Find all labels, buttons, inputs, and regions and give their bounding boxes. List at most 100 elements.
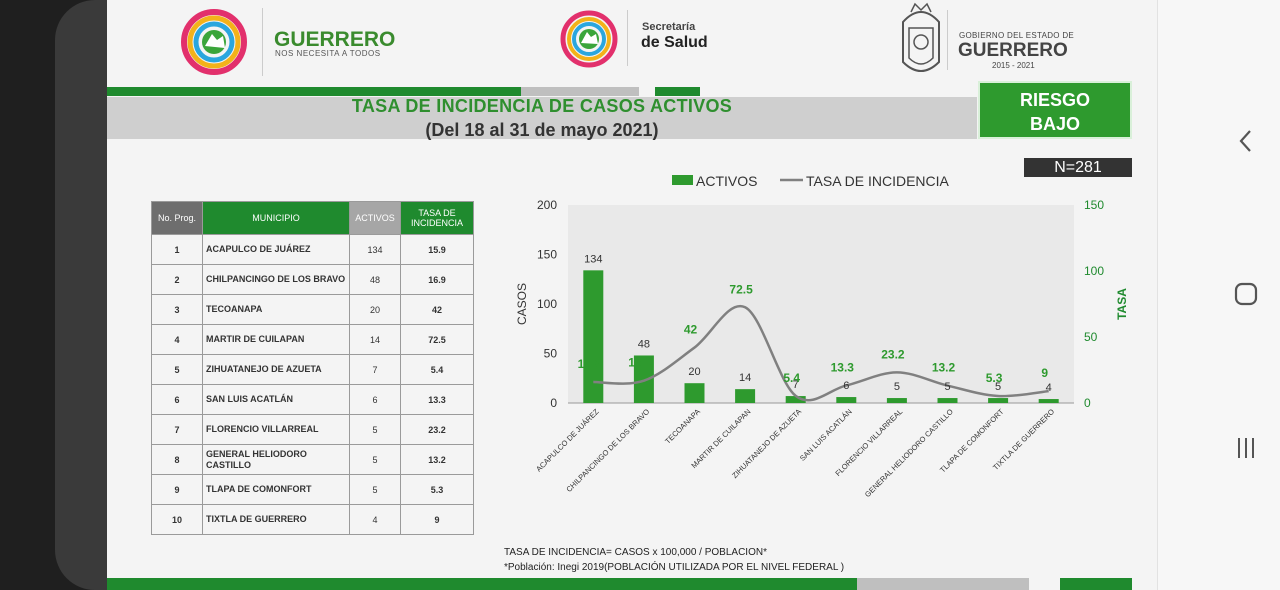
bar (633, 355, 654, 403)
line-data-label: 13.3 (831, 360, 855, 374)
row-no: 7 (151, 414, 203, 445)
risk-badge: RIESGO BAJO (978, 81, 1132, 139)
row-no: 5 (151, 354, 203, 385)
title-band (107, 97, 977, 139)
legend-label-activos: ACTIVOS (696, 173, 757, 189)
phone-frame-left (0, 0, 125, 590)
row-no: 6 (151, 384, 203, 415)
guerrero-logo (181, 9, 247, 75)
row-tasa: 42 (400, 294, 474, 325)
y2-tick-label: 100 (1084, 264, 1104, 278)
divider (262, 8, 263, 76)
row-municipio: GENERAL HELIODORO CASTILLO (202, 444, 350, 475)
footnote-formula: TASA DE INCIDENCIA= CASOS x 100,000 / PO… (504, 547, 767, 558)
legend-swatch-activos (672, 175, 693, 185)
table-row: 9 TLAPA DE COMONFORT 5 5.3 (151, 474, 474, 505)
bottom-green-bar (107, 578, 857, 590)
n-count-badge: N=281 (1024, 158, 1132, 177)
home-icon[interactable] (1234, 282, 1258, 306)
row-activos: 4 (349, 504, 401, 535)
row-tasa: 16.9 (400, 264, 474, 295)
footnote-population: *Población: Inegi 2019(POBLACIÓN UTILIZA… (504, 562, 845, 573)
table-row: 7 FLORENCIO VILLARREAL 5 23.2 (151, 414, 474, 445)
recents-icon[interactable] (1235, 436, 1257, 460)
table-row: 2 CHILPANCINGO DE LOS BRAVO 48 16.9 (151, 264, 474, 295)
top-gray-bar (521, 87, 639, 96)
row-tasa: 5.3 (400, 474, 474, 505)
y-tick-label: 0 (550, 396, 557, 410)
bar-data-label: 6 (843, 380, 849, 392)
legend-label-tasa: TASA DE INCIDENCIA (806, 173, 950, 189)
row-no: 9 (151, 474, 203, 505)
chevron-left-icon[interactable] (1236, 128, 1256, 154)
page-subtitle: (Del 18 al 31 de mayo 2021) (425, 120, 659, 140)
bar (684, 383, 705, 403)
y2-tick-label: 150 (1084, 198, 1104, 212)
line-data-label: 13.2 (932, 361, 956, 375)
row-municipio: TIXTLA DE GUERRERO (202, 504, 350, 535)
row-no: 4 (151, 324, 203, 355)
row-tasa: 13.3 (400, 384, 474, 415)
y-axis-label: CASOS (515, 283, 529, 325)
y2-tick-label: 50 (1084, 330, 1098, 344)
header-municipio: MUNICIPIO (202, 201, 350, 235)
row-tasa: 9 (400, 504, 474, 535)
secretaria-salud-logo (560, 10, 618, 68)
brand-right-line2: GUERRERO (958, 40, 1068, 61)
line-data-label: 9 (1041, 366, 1048, 380)
bar-data-label: 5 (995, 381, 1001, 393)
bar (1038, 399, 1059, 403)
row-municipio: CHILPANCINGO DE LOS BRAVO (202, 264, 350, 295)
line-data-label: 23.2 (881, 347, 905, 361)
table-row: 3 TECOANAPA 20 42 (151, 294, 474, 325)
android-nav-bar (1157, 0, 1280, 590)
bottom-green-bar-short (1060, 578, 1132, 590)
table-row: 6 SAN LUIS ACATLÁN 6 13.3 (151, 384, 474, 415)
bottom-gray-bar (857, 578, 1029, 590)
bar (937, 398, 958, 403)
bar-data-label: 5 (894, 381, 900, 393)
header-no: No. Prog. (151, 201, 203, 235)
data-table: No. Prog. MUNICIPIO ACTIVOS TASA DE INCI… (151, 201, 474, 535)
bar (988, 398, 1009, 403)
row-activos: 20 (349, 294, 401, 325)
table-row: 8 GENERAL HELIODORO CASTILLO 5 13.2 (151, 444, 474, 475)
bar-data-label: 48 (638, 338, 650, 350)
table-row: 4 MARTIR DE CUILAPAN 14 72.5 (151, 324, 474, 355)
row-activos: 48 (349, 264, 401, 295)
x-tick-label: TECOANAPA (663, 407, 702, 446)
bar (583, 270, 604, 403)
bar (836, 397, 857, 403)
y2-tick-label: 0 (1084, 396, 1091, 410)
line-data-label: 5.4 (783, 371, 800, 385)
x-tick-label: SAN LUIS ACATLÁN (798, 407, 854, 463)
bar-data-label: 7 (793, 379, 799, 391)
row-municipio: ACAPULCO DE JUÁREZ (202, 234, 350, 265)
row-activos: 5 (349, 414, 401, 445)
row-municipio: FLORENCIO VILLARREAL (202, 414, 350, 445)
y-tick-label: 150 (537, 248, 557, 262)
table-row: 10 TIXTLA DE GUERRERO 4 9 (151, 504, 474, 535)
line-data-label: 42 (684, 323, 698, 337)
y2-axis-label: TASA (1115, 288, 1129, 320)
brand-left-title: GUERRERO (274, 28, 396, 51)
bar-data-label: 4 (1046, 382, 1052, 394)
x-tick-label: CHILPANCINGO DE LOS BRAVO (564, 407, 651, 494)
row-municipio: TLAPA DE COMONFORT (202, 474, 350, 505)
chart: 0 50 100 150 200 0 50 100 150 CASOS TASA 134 48 20 14 7… (515, 173, 1129, 499)
x-tick-label: GENERAL HELIODORO CASTILLO (863, 407, 955, 499)
top-green-bar-short (655, 87, 700, 96)
bar-data-label: 20 (688, 366, 700, 378)
risk-line2: BAJO (1029, 114, 1080, 134)
bar (785, 396, 806, 403)
page-title: TASA DE INCIDENCIA DE CASOS ACTIVOS (351, 96, 733, 116)
slide: GUERRERO NOS NECESITA A TODOS Secretaría… (107, 0, 1157, 590)
bar-data-label: 5 (944, 381, 950, 393)
row-activos: 134 (349, 234, 401, 265)
bar (735, 389, 756, 403)
y-tick-label: 50 (544, 347, 558, 361)
series-line-tasa (593, 304, 1049, 402)
row-tasa: 15.9 (400, 234, 474, 265)
table-row: 1 ACAPULCO DE JUÁREZ 134 15.9 (151, 234, 474, 265)
divider (627, 10, 628, 66)
